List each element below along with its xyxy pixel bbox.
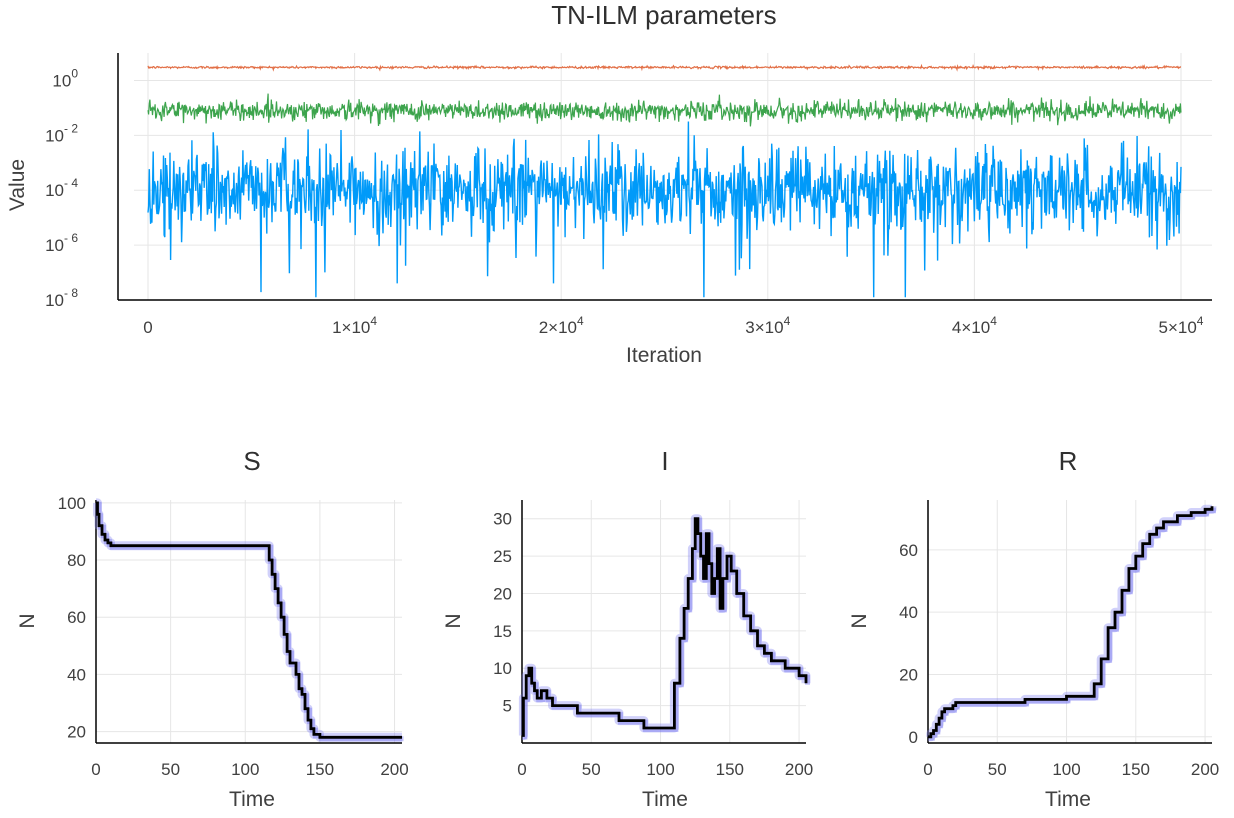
panel-x-tick-label: 50 bbox=[161, 760, 180, 779]
top-xlabel: Iteration bbox=[626, 344, 702, 367]
top-y-tick-label: 10- 4 bbox=[45, 176, 78, 200]
panel-y-tick-label: 100 bbox=[58, 494, 86, 513]
top-x-tick-label: 1×104 bbox=[332, 314, 377, 337]
panel-y-tick-label: 30 bbox=[493, 510, 512, 529]
panel-x-tick-label: 150 bbox=[716, 760, 744, 779]
panel-i-ylabel: N bbox=[442, 613, 465, 628]
panel-x-tick-label: 0 bbox=[91, 760, 100, 779]
top-x-tick-label: 3×104 bbox=[745, 314, 790, 337]
panel-s-xlabel: Time bbox=[229, 788, 275, 811]
panel-r-ylabel: N bbox=[848, 613, 871, 628]
panel-y-tick-label: 25 bbox=[493, 547, 512, 566]
panel-r-xlabel: Time bbox=[1045, 788, 1091, 811]
panel-y-tick-label: 20 bbox=[67, 723, 86, 742]
top-x-tick-label: 5×104 bbox=[1159, 314, 1204, 337]
panel-series-line bbox=[96, 501, 402, 739]
panel-y-tick-label: 80 bbox=[67, 551, 86, 570]
top-y-tick-label: 10- 8 bbox=[45, 286, 78, 310]
panel-y-tick-label: 60 bbox=[899, 541, 918, 560]
panel-s-title: S bbox=[243, 446, 260, 476]
panel-s-ylabel: N bbox=[16, 613, 39, 628]
top-panel: TN-ILM parameters Iteration Value 0 1×104… bbox=[6, 0, 1212, 367]
panel-y-tick-label: 40 bbox=[899, 603, 918, 622]
panel-series-line bbox=[522, 517, 808, 737]
panel-x-tick-label: 100 bbox=[646, 760, 674, 779]
panel-x-tick-label: 100 bbox=[1052, 760, 1080, 779]
top-y-tick-label: 10- 2 bbox=[45, 121, 78, 145]
panel-y-tick-label: 40 bbox=[67, 665, 86, 684]
panel-x-tick-label: 150 bbox=[306, 760, 334, 779]
panel-y-tick-label: 60 bbox=[67, 608, 86, 627]
panel-uncertainty-band bbox=[96, 501, 404, 742]
panel-x-tick-label: 150 bbox=[1122, 760, 1150, 779]
panel-y-tick-label: 20 bbox=[899, 665, 918, 684]
top-series-line-0 bbox=[147, 63, 1182, 72]
panel-y-tick-label: 15 bbox=[493, 622, 512, 641]
panel-x-tick-label: 100 bbox=[231, 760, 259, 779]
panel-x-tick-label: 50 bbox=[988, 760, 1007, 779]
panel-y-tick-label: 5 bbox=[503, 697, 512, 716]
top-series-line-1 bbox=[147, 93, 1182, 127]
top-series-line-2 bbox=[147, 121, 1182, 298]
top-y-tick-label: 100 bbox=[52, 66, 78, 90]
top-ylabel: Value bbox=[6, 159, 29, 211]
top-x-tick-label: 0 bbox=[143, 318, 152, 337]
panel-y-tick-label: 20 bbox=[493, 584, 512, 603]
panel-i: I Time N 0 50 100 150 200 5 10 15 20 25 30 bbox=[442, 446, 813, 811]
panel-s: S Time N 0 50 100 150 200 20 40 60 80 100 bbox=[16, 446, 409, 811]
panel-i-xlabel: Time bbox=[642, 788, 688, 811]
top-y-tick-label: 10- 6 bbox=[45, 231, 78, 255]
panel-x-tick-label: 0 bbox=[517, 760, 526, 779]
top-x-tick-label: 4×104 bbox=[952, 314, 997, 337]
panel-x-tick-label: 50 bbox=[582, 760, 601, 779]
panel-x-tick-label: 200 bbox=[785, 760, 813, 779]
top-x-tick-label: 2×104 bbox=[539, 314, 584, 337]
panel-r: R Time N 0 50 100 150 200 0 20 40 60 bbox=[848, 446, 1219, 811]
panel-uncertainty-band bbox=[929, 507, 1216, 741]
top-title: TN-ILM parameters bbox=[551, 0, 776, 30]
panel-y-tick-label: 0 bbox=[909, 728, 918, 747]
panel-x-tick-label: 200 bbox=[1191, 760, 1219, 779]
panel-x-tick-label: 0 bbox=[923, 760, 932, 779]
panel-uncertainty-band bbox=[93, 498, 402, 742]
panel-i-title: I bbox=[661, 446, 668, 476]
panel-r-title: R bbox=[1059, 446, 1078, 476]
panel-uncertainty-band bbox=[518, 514, 811, 740]
panel-series-line bbox=[928, 506, 1214, 739]
panel-x-tick-label: 200 bbox=[380, 760, 408, 779]
panel-y-tick-label: 10 bbox=[493, 659, 512, 678]
